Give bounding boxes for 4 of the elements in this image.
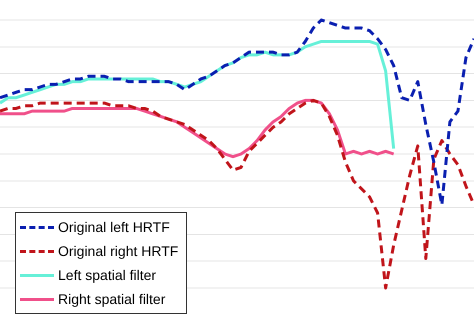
legend-label: Original right HRTF	[58, 242, 178, 261]
legend-label: Right spatial filter	[58, 290, 166, 309]
legend-label: Original left HRTF	[58, 218, 170, 237]
legend-label: Left spatial filter	[58, 266, 156, 285]
